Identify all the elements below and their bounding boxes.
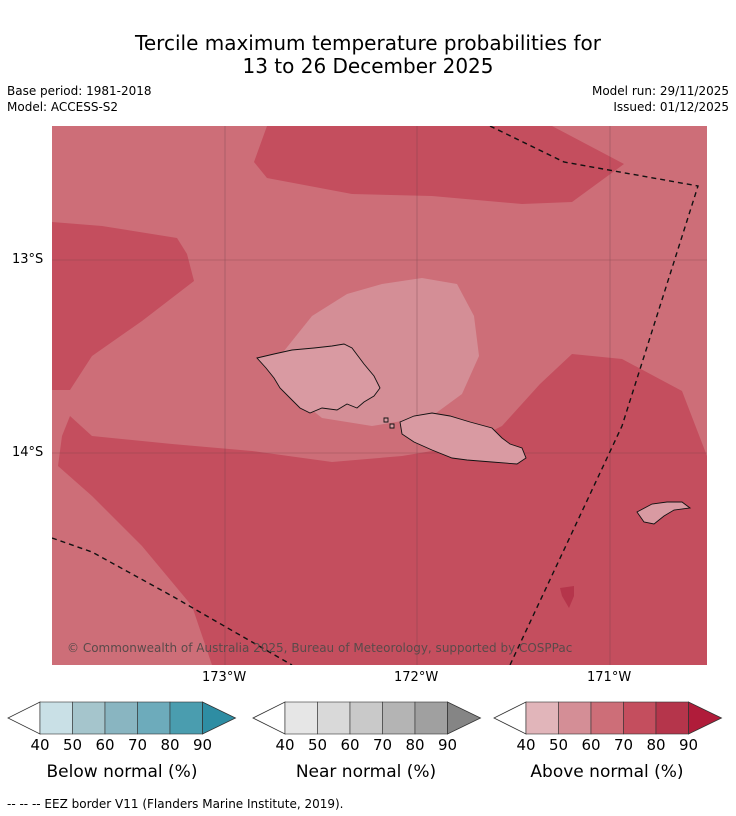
map-canvas <box>52 126 707 665</box>
above-swatch <box>525 701 559 735</box>
near-swatch <box>317 701 351 735</box>
model-name: Model: ACCESS-S2 <box>7 100 119 114</box>
map-title-line-2: 13 to 26 December 2025 <box>242 54 494 78</box>
meta-right: Model run: 29/11/2025 Issued: 01/12/2025 <box>592 83 729 115</box>
region-south-70-80 <box>58 354 707 665</box>
near-normal-label: Near normal (%) <box>295 762 437 782</box>
tutuila-island <box>636 501 692 525</box>
model-run: Model run: 29/11/2025 <box>591 84 729 98</box>
colorbar-tick-label: 50 <box>62 736 83 754</box>
lon-label-171w: 171°W <box>587 670 632 685</box>
near-swatch <box>382 701 416 735</box>
colorbar-tick-label: 40 <box>516 736 536 754</box>
near-extend-high <box>447 701 482 735</box>
above-extend-high <box>688 701 723 735</box>
colorbar-above-swatches <box>493 701 723 735</box>
colorbar-near <box>252 701 482 735</box>
lat-label-14s: 14°S <box>12 445 44 460</box>
below-extend-low <box>7 701 41 735</box>
colorbar-below <box>7 701 237 735</box>
above-swatch <box>558 701 592 735</box>
below-swatch <box>137 701 171 735</box>
colorbar-tick-label: 50 <box>307 736 328 754</box>
colorbar-tick-label: 90 <box>678 736 699 754</box>
issued-date: Issued: 01/12/2025 <box>613 100 729 114</box>
above-extend-low <box>493 701 527 735</box>
colorbar-tick-label: 40 <box>30 736 50 754</box>
lat-label-13s: 13°S <box>12 252 44 267</box>
islet <box>389 423 395 429</box>
colorbar-tick-label: 70 <box>127 736 148 754</box>
colorbar-tick-label: 90 <box>192 736 213 754</box>
savaii-island <box>399 412 527 465</box>
above-swatch <box>655 701 689 735</box>
near-swatch <box>414 701 448 735</box>
islet <box>383 417 389 423</box>
below-normal-label: Below normal (%) <box>46 762 198 782</box>
colorbar-tick-label: 60 <box>95 736 115 754</box>
island-outlines <box>256 343 692 525</box>
colorbar-tick-label: 60 <box>340 736 360 754</box>
colorbar-tick-label: 80 <box>405 736 425 754</box>
lon-label-173w: 173°W <box>202 670 247 685</box>
colorbar-above <box>493 701 723 735</box>
colorbar-tick-label: 80 <box>160 736 180 754</box>
colorbar-below-swatches <box>7 701 237 735</box>
colorbar-tick-label: 70 <box>613 736 634 754</box>
copyright-notice: © Commonwealth of Australia 2025, Bureau… <box>67 641 573 655</box>
below-swatch <box>39 701 73 735</box>
meta-left: Base period: 1981-2018 Model: ACCESS-S2 <box>7 83 152 115</box>
colorbar-tick-label: 50 <box>548 736 569 754</box>
eez-footnote: -- -- -- EEZ border V11 (Flanders Marine… <box>7 797 344 811</box>
colorbar-tick-label: 90 <box>437 736 458 754</box>
colorbar-tick-label: 70 <box>372 736 393 754</box>
below-swatch <box>169 701 203 735</box>
near-swatch <box>284 701 318 735</box>
near-extend-low <box>252 701 286 735</box>
region-left-70-80 <box>52 222 194 390</box>
probability-map: © Commonwealth of Australia 2025, Bureau… <box>52 126 707 665</box>
above-swatch <box>590 701 624 735</box>
below-extend-high <box>202 701 237 735</box>
above-swatch <box>623 701 657 735</box>
near-swatch <box>349 701 383 735</box>
above-normal-label: Above normal (%) <box>530 762 684 782</box>
eez-border <box>52 126 699 665</box>
upolu-island <box>256 343 381 414</box>
below-swatch <box>72 701 106 735</box>
colorbar-tick-label: 60 <box>581 736 601 754</box>
graticule <box>52 126 707 665</box>
map-title-line-1: Tercile maximum temperature probabilitie… <box>135 31 601 55</box>
colorbar-tick-label: 40 <box>275 736 295 754</box>
colorbar-near-swatches <box>252 701 482 735</box>
lon-label-172w: 172°W <box>394 670 439 685</box>
colorbar-tick-label: 80 <box>646 736 666 754</box>
base-period: Base period: 1981-2018 <box>7 84 152 98</box>
below-swatch <box>104 701 138 735</box>
region-small-80-90 <box>560 586 574 608</box>
